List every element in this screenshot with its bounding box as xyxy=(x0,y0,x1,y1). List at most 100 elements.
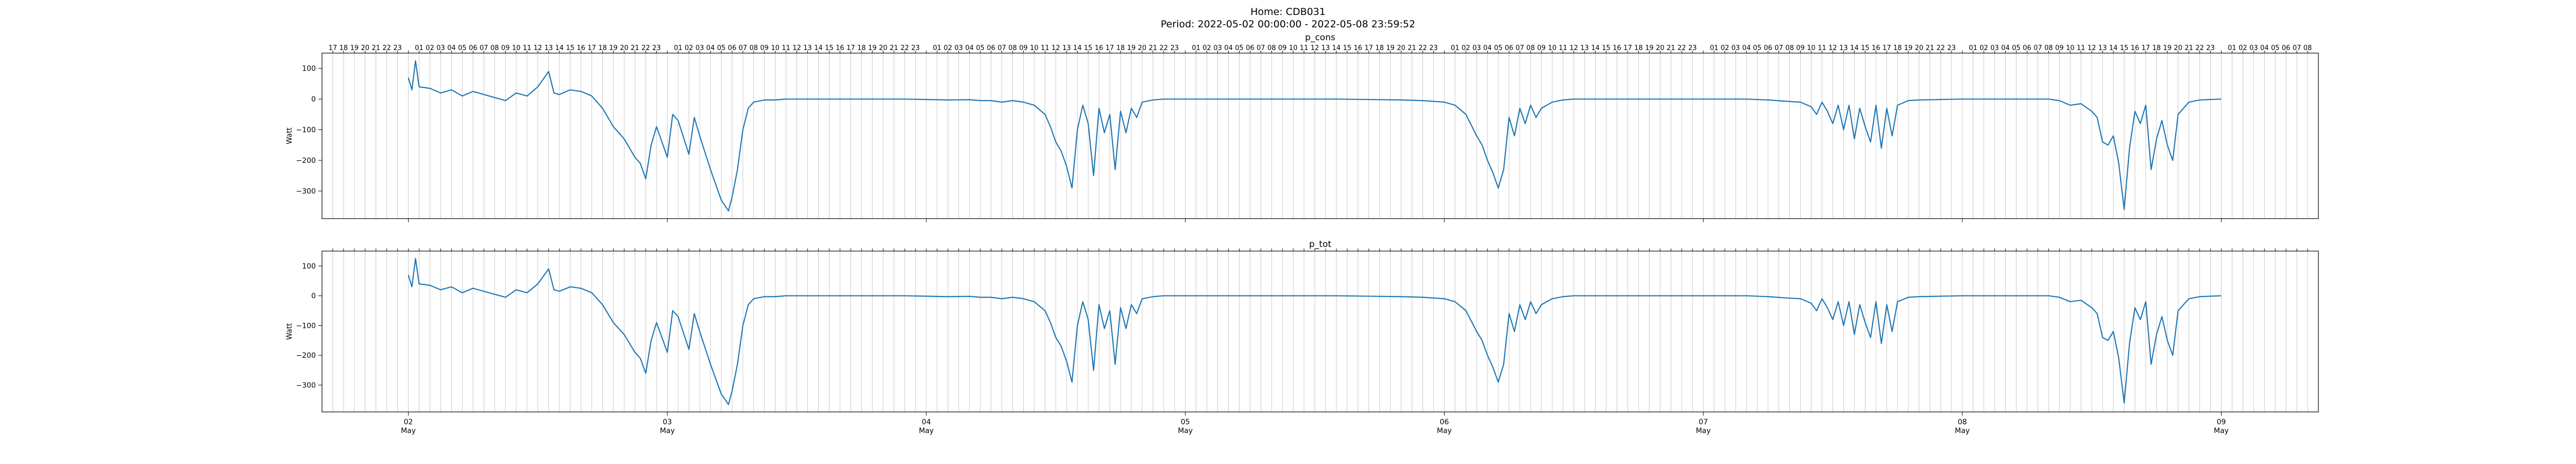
hour-tick-label: 02 xyxy=(1202,44,1211,52)
chart-p-cons: 17 18 19 20 21 22 23 01 02 03 04 05 06 07 08 09 10 11 12 13… xyxy=(285,32,2319,222)
hour-tick-label: 01 xyxy=(415,44,423,52)
hour-tick-label: 15 xyxy=(2120,44,2129,52)
hour-tick-label: 06 xyxy=(728,44,737,52)
hour-tick-label: 18 xyxy=(857,44,866,52)
x-tick-day: 06 xyxy=(1439,418,1449,426)
hour-tick-label: 08 xyxy=(1267,44,1276,52)
y-tick-label: −100 xyxy=(296,322,316,330)
hour-tick-label: 16 xyxy=(836,44,844,52)
hour-tick-label: 09 xyxy=(1278,44,1287,52)
hour-tick-label: 22 xyxy=(641,44,650,52)
hour-tick-label: 16 xyxy=(1872,44,1880,52)
hour-tick-label: 01 xyxy=(1710,44,1719,52)
hour-tick-label: 13 xyxy=(1321,44,1330,52)
hour-tick-label: 23 xyxy=(2206,44,2215,52)
hour-tick-label: 08 xyxy=(2303,44,2312,52)
hour-tick-label: 06 xyxy=(1246,44,1255,52)
hour-tick-label: 18 xyxy=(2153,44,2161,52)
chart-title: p_tot xyxy=(1309,239,1331,250)
x-tick-day: 09 xyxy=(2217,418,2226,426)
x-tick-month: May xyxy=(401,427,416,435)
hour-tick-label: 14 xyxy=(1591,44,1600,52)
hour-tick-label: 08 xyxy=(1008,44,1017,52)
hour-tick-label: 12 xyxy=(792,44,801,52)
hour-tick-label: 23 xyxy=(911,44,920,52)
hour-tick-label: 16 xyxy=(1613,44,1621,52)
y-tick-label: 0 xyxy=(311,95,316,104)
hour-tick-label: 17 xyxy=(587,44,596,52)
hour-tick-label: 02 xyxy=(2239,44,2247,52)
hour-tick-label: 03 xyxy=(696,44,704,52)
hour-tick-label: 09 xyxy=(2055,44,2064,52)
hour-tick-label: 13 xyxy=(1839,44,1848,52)
hour-tick-label: 19 xyxy=(1645,44,1654,52)
hour-tick-label: 17 xyxy=(2142,44,2150,52)
hour-tick-label: 03 xyxy=(1472,44,1481,52)
hour-tick-label: 14 xyxy=(2109,44,2118,52)
hour-tick-label: 14 xyxy=(1073,44,1082,52)
figure-title-line2: Period: 2022-05-02 00:00:00 - 2022-05-08… xyxy=(1161,19,1415,30)
hour-tick-label: 07 xyxy=(2033,44,2042,52)
hour-tick-label: 06 xyxy=(987,44,995,52)
hour-tick-label: 23 xyxy=(652,44,661,52)
hour-tick-label: 09 xyxy=(501,44,510,52)
hour-tick-label: 21 xyxy=(890,44,899,52)
hour-tick-label: 19 xyxy=(1904,44,1913,52)
hour-tick-label: 12 xyxy=(1052,44,1060,52)
x-tick-month: May xyxy=(1178,427,1193,435)
hour-tick-label: 14 xyxy=(814,44,823,52)
x-tick-month: May xyxy=(919,427,934,435)
hour-tick-label: 05 xyxy=(1753,44,1762,52)
hour-tick-label: 12 xyxy=(2088,44,2096,52)
hour-tick-label: 15 xyxy=(1861,44,1870,52)
hour-tick-label: 05 xyxy=(1494,44,1503,52)
figure-title-line1: Home: CDB031 xyxy=(1250,6,1326,18)
hour-tick-label: 11 xyxy=(2077,44,2086,52)
x-tick-month: May xyxy=(1955,427,1970,435)
hour-tick-label: 20 xyxy=(1915,44,1924,52)
hour-tick-label: 07 xyxy=(480,44,488,52)
hour-tick-label: 02 xyxy=(1979,44,1988,52)
x-tick-day: 03 xyxy=(663,418,672,426)
hour-tick-label: 14 xyxy=(1332,44,1341,52)
x-tick-day: 05 xyxy=(1181,418,1190,426)
y-tick-label: 0 xyxy=(311,292,316,301)
hour-tick-label: 05 xyxy=(458,44,467,52)
y-tick-label: −300 xyxy=(296,382,316,390)
hour-tick-label: 13 xyxy=(1580,44,1589,52)
hour-tick-label: 22 xyxy=(901,44,909,52)
x-tick-day: 08 xyxy=(1958,418,1967,426)
hour-tick-label: 14 xyxy=(1850,44,1859,52)
hour-tick-label: 18 xyxy=(340,44,348,52)
hour-tick-label: 07 xyxy=(2293,44,2301,52)
hour-tick-label: 22 xyxy=(382,44,391,52)
hour-tick-label: 23 xyxy=(393,44,402,52)
hour-tick-label: 10 xyxy=(1289,44,1298,52)
hour-tick-label: 13 xyxy=(803,44,812,52)
hour-tick-label: 08 xyxy=(1785,44,1794,52)
hour-tick-label: 17 xyxy=(1883,44,1891,52)
y-tick-label: −100 xyxy=(296,126,316,135)
hour-tick-label: 23 xyxy=(1170,44,1179,52)
hour-tick-label: 21 xyxy=(1926,44,1935,52)
hour-tick-label: 05 xyxy=(2271,44,2280,52)
hour-tick-label: 04 xyxy=(2001,44,2010,52)
hour-tick-label: 07 xyxy=(1774,44,1783,52)
hour-tick-label: 01 xyxy=(933,44,942,52)
hour-tick-label: 17 xyxy=(1106,44,1114,52)
hour-tick-label: 03 xyxy=(1990,44,1999,52)
hour-tick-label: 22 xyxy=(1418,44,1427,52)
hour-tick-label: 03 xyxy=(1732,44,1740,52)
hour-tick-label: 05 xyxy=(976,44,985,52)
series-line xyxy=(408,60,2222,212)
hour-tick-label: 16 xyxy=(1095,44,1104,52)
hour-tick-label: 10 xyxy=(771,44,779,52)
hour-tick-label: 06 xyxy=(469,44,478,52)
hour-tick-label: 13 xyxy=(1062,44,1071,52)
hour-tick-label: 08 xyxy=(2044,44,2053,52)
hour-tick-label: 06 xyxy=(2282,44,2291,52)
hour-tick-label: 06 xyxy=(1764,44,1772,52)
hour-tick-label: 10 xyxy=(1807,44,1816,52)
hour-tick-label: 19 xyxy=(868,44,877,52)
axes-frame xyxy=(321,53,2319,219)
